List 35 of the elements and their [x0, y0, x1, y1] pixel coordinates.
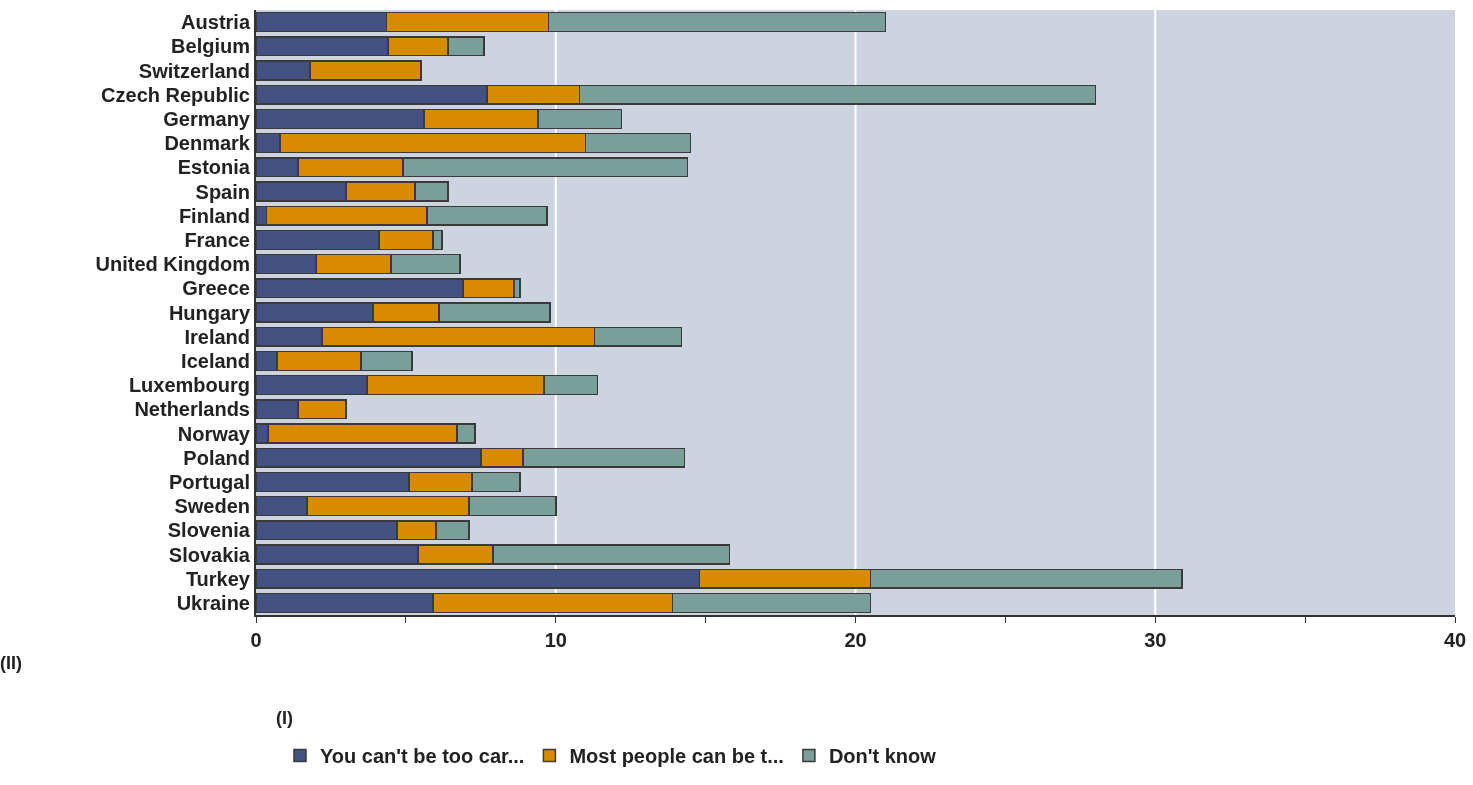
- y-tick-label: Luxembourg: [128, 374, 250, 397]
- y-tick-label: France: [184, 228, 250, 251]
- y-tick-label: Germany: [163, 107, 251, 130]
- y-tick-label: Denmark: [164, 132, 251, 155]
- legend-label: You can't be too car...: [319, 745, 525, 768]
- y-tick-label: Norway: [177, 422, 251, 445]
- x-tick-label: 30: [1144, 629, 1167, 651]
- y-tick-label: Poland: [183, 446, 250, 469]
- x-tick-label: 40: [1443, 629, 1467, 651]
- y-tick-label: Czech Republic: [101, 83, 250, 106]
- y-tick-label: Austria: [181, 11, 251, 34]
- y-tick-label: Turkey: [185, 567, 251, 590]
- y-tick-label: Ireland: [184, 325, 250, 348]
- y-tick-label: Sweden: [174, 495, 250, 518]
- x-tick-label: 0: [250, 629, 262, 651]
- y-tick-label: Slovakia: [168, 543, 251, 566]
- y-tick-label: Ukraine: [176, 591, 250, 614]
- y-tick-label: Portugal: [168, 470, 250, 493]
- y-tick-label: Hungary: [168, 301, 251, 324]
- y-tick-label: Spain: [195, 180, 250, 203]
- y-tick-label: Finland: [178, 204, 250, 227]
- x-tick-label: 10: [544, 629, 567, 651]
- text: (I): [276, 708, 293, 728]
- y-tick-label: Estonia: [177, 156, 251, 179]
- y-tick-label: Slovenia: [167, 519, 251, 542]
- text: (II): [0, 653, 22, 673]
- legend-label: Most people can be t...: [569, 745, 784, 768]
- y-tick-label: Netherlands: [134, 398, 250, 421]
- y-tick-label: Iceland: [181, 349, 250, 372]
- y-tick-label: Greece: [182, 277, 250, 300]
- y-tick-label: Switzerland: [138, 59, 250, 82]
- x-tick-label: 20: [844, 629, 867, 651]
- y-tick-label: United Kingdom: [95, 253, 250, 276]
- legend-label: Don't know: [828, 745, 937, 768]
- y-tick-label: Belgium: [171, 35, 250, 58]
